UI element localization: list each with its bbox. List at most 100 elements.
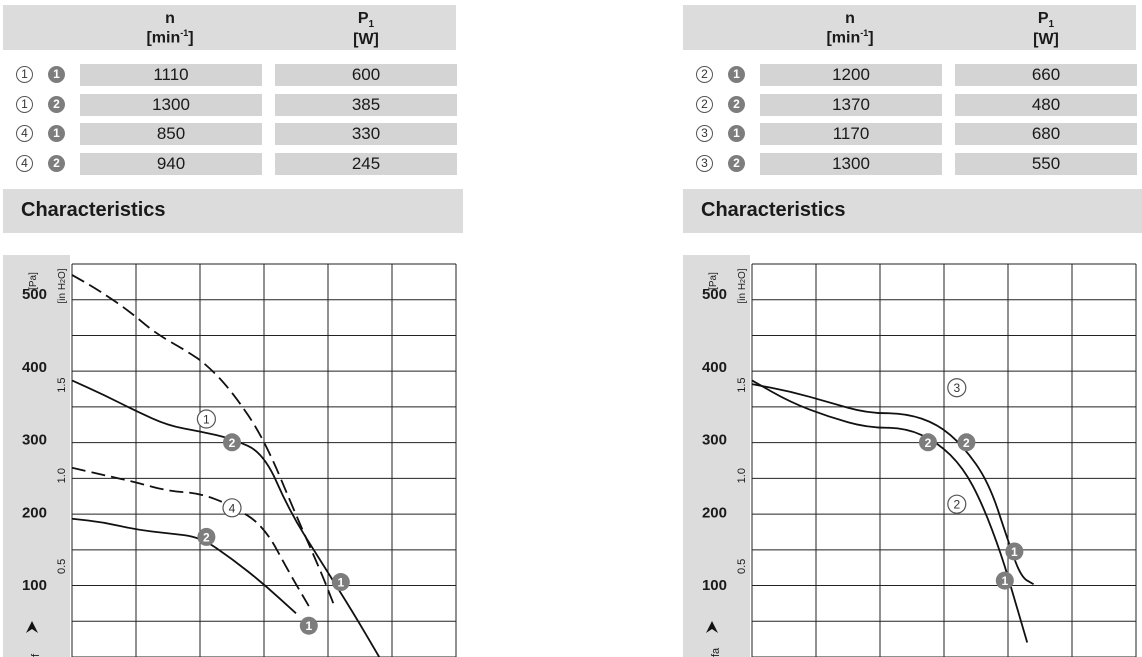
y-unit-inh2o-part: [in H xyxy=(57,283,68,304)
table-row: 3 2 1300 550 xyxy=(683,153,1138,176)
axis-band xyxy=(3,255,70,657)
curve-callout xyxy=(947,494,967,514)
power-value: 245 xyxy=(275,153,457,175)
y-axis-arrow-icon xyxy=(26,621,38,633)
header-speed: n [min-1] xyxy=(826,10,874,47)
speed-badge-label: 2 xyxy=(229,436,236,450)
y-label-fragment: f xyxy=(30,653,42,657)
speed-value: 1110 xyxy=(80,64,262,86)
y-tick-inh2o: 1.0 xyxy=(56,468,68,483)
speed-number: 1 xyxy=(48,66,65,83)
speed-number: 1 xyxy=(728,125,745,142)
speed-badge xyxy=(995,571,1014,590)
table-row: 1 2 1300 385 xyxy=(3,94,458,117)
section-title: Characteristics xyxy=(21,199,166,221)
speed-number: 2 xyxy=(48,155,65,172)
curve-line xyxy=(71,379,380,657)
curve-callout-label: 1 xyxy=(203,413,210,427)
power-value: 330 xyxy=(275,123,457,145)
y-tick-pa: 100 xyxy=(22,577,47,594)
table-row: 2 1 1200 660 xyxy=(683,64,1138,87)
y-tick-inh2o: 1.5 xyxy=(56,377,68,392)
y-tick-pa: 300 xyxy=(22,432,47,449)
y-tick-pa: 200 xyxy=(22,504,47,521)
y-tick-pa: 400 xyxy=(702,359,727,376)
curve-number: 4 xyxy=(16,125,33,142)
characteristics-header: Characteristics xyxy=(683,189,1142,233)
power-value: 480 xyxy=(955,94,1137,116)
speed-badge-label: 1 xyxy=(337,576,344,590)
speed-badge xyxy=(957,433,976,452)
y-unit-inh2o-close: O] xyxy=(57,268,68,279)
power-value: 550 xyxy=(955,153,1137,175)
speed-number: 2 xyxy=(48,96,65,113)
curve-number: 3 xyxy=(696,125,713,142)
curve-number: 1 xyxy=(16,96,33,113)
speed-number: 1 xyxy=(48,125,65,142)
curve-number: 2 xyxy=(696,66,713,83)
curve-line xyxy=(71,274,336,607)
speed-badge xyxy=(1005,542,1024,561)
y-unit-inh2o-part: [in H xyxy=(737,283,748,304)
speed-badge-label: 2 xyxy=(203,530,210,544)
section-title: Characteristics xyxy=(701,199,846,221)
y-axis-arrow-icon xyxy=(706,621,718,633)
y-tick-inh2o: 0.5 xyxy=(56,559,68,574)
speed-badge xyxy=(197,527,216,546)
curve-callout-label: 4 xyxy=(229,501,236,515)
speed-value: 1300 xyxy=(760,153,942,175)
speed-badge-label: 1 xyxy=(1011,545,1018,559)
curve-number: 3 xyxy=(696,155,713,172)
header-power: P1 [W] xyxy=(1033,10,1059,49)
y-label-fragment: fa xyxy=(710,647,722,657)
speed-value: 1170 xyxy=(760,123,942,145)
power-value: 680 xyxy=(955,123,1137,145)
y-unit-pa: [Pa] xyxy=(28,272,39,290)
speed-number: 1 xyxy=(728,66,745,83)
curve-callout xyxy=(222,498,242,518)
table-row: 4 1 850 330 xyxy=(3,123,458,146)
table-row: 3 1 1170 680 xyxy=(683,123,1138,146)
y-tick-inh2o: 0.5 xyxy=(736,559,748,574)
y-tick-pa: 400 xyxy=(22,359,47,376)
curve-number: 2 xyxy=(696,96,713,113)
speed-value: 1300 xyxy=(80,94,262,116)
speed-value: 940 xyxy=(80,153,262,175)
y-unit-inh2o: [in H2O] xyxy=(57,268,68,303)
table-row: 2 2 1370 480 xyxy=(683,94,1138,117)
curve-line xyxy=(71,517,297,614)
curve-number: 1 xyxy=(16,66,33,83)
power-value: 600 xyxy=(275,64,457,86)
speed-number: 2 xyxy=(728,96,745,113)
speed-badge-label: 1 xyxy=(305,619,312,633)
left-panel: n [min-1] P1 [W] 1 1 1110 600 1 2 1300 3… xyxy=(3,0,463,657)
speed-badge xyxy=(919,433,937,452)
right-panel: n [min-1] P1 [W] 2 1 1200 660 2 2 1370 4… xyxy=(683,0,1142,657)
speed-value: 1200 xyxy=(760,64,942,86)
table-header: n [min-1] P1 [W] xyxy=(3,5,456,50)
curve-number: 4 xyxy=(16,155,33,172)
y-unit-inh2o-sub: 2 xyxy=(60,279,67,283)
y-tick-pa: 500 xyxy=(22,286,47,303)
y-unit-inh2o-sub: 2 xyxy=(740,279,747,283)
power-value: 660 xyxy=(955,64,1137,86)
speed-badge xyxy=(299,616,318,635)
y-tick-pa: 200 xyxy=(702,504,727,521)
characteristics-header: Characteristics xyxy=(3,189,463,233)
speed-badge-label: 2 xyxy=(925,436,932,450)
speed-value: 1370 xyxy=(760,94,942,116)
power-value: 385 xyxy=(275,94,457,116)
curve-callout xyxy=(947,378,967,398)
speed-value: 850 xyxy=(80,123,262,145)
speed-badge xyxy=(223,433,241,452)
speed-badge xyxy=(331,573,350,592)
table-row: 1 1 1110 600 xyxy=(3,64,458,87)
y-tick-inh2o: 1.0 xyxy=(736,468,748,483)
table-header: n [min-1] P1 [W] xyxy=(683,5,1136,50)
y-tick-pa: 100 xyxy=(702,577,727,594)
curve-line xyxy=(751,379,1029,643)
y-tick-pa: 500 xyxy=(702,286,727,303)
curve-callout xyxy=(196,409,216,429)
